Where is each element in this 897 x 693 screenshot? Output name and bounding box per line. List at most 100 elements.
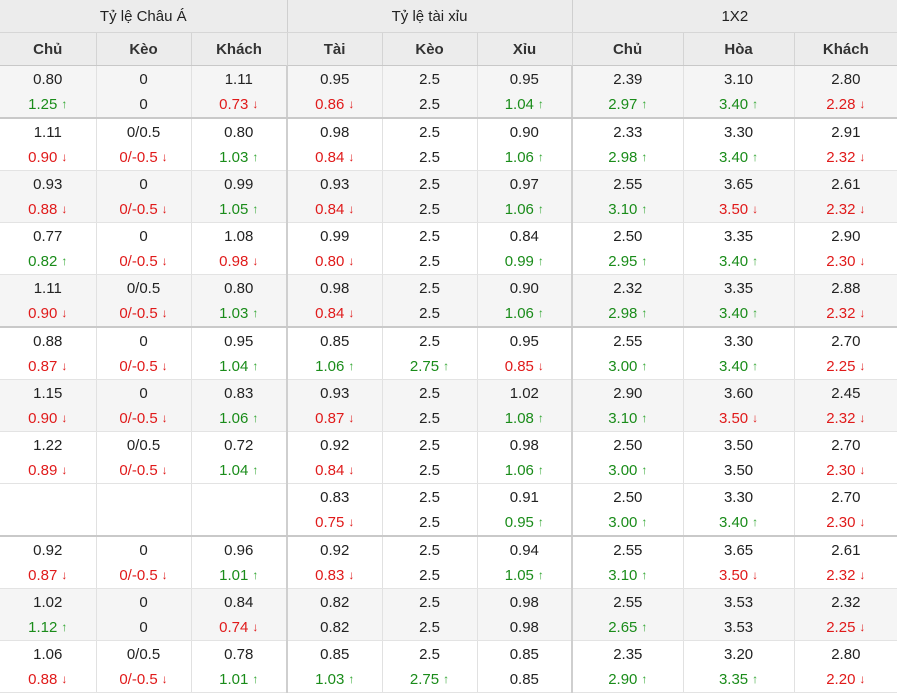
header-group-row: Tỷ lệ Châu Á Tỷ lệ tài xỉu 1X2 bbox=[0, 0, 897, 33]
arrow-up-icon: ↑ bbox=[752, 515, 759, 529]
live-odds-cell: 2.5 bbox=[382, 145, 478, 171]
arrow-up-icon: ↑ bbox=[641, 672, 648, 686]
live-odds-cell: 3.50 ↓ bbox=[683, 197, 795, 223]
live-odds-cell: 2.5 bbox=[382, 301, 478, 328]
arrow-up-icon: ↑ bbox=[641, 411, 648, 425]
arrow-up-icon: ↑ bbox=[752, 359, 759, 373]
arrow-down-icon: ↓ bbox=[859, 411, 866, 425]
odds-value: 1.06 bbox=[504, 201, 534, 218]
odds-value: 0.85 bbox=[504, 358, 534, 375]
odds-value: 2.30 bbox=[826, 462, 856, 479]
live-odds-cell: 3.00 ↑ bbox=[572, 354, 684, 380]
live-odds-cell: 2.5 bbox=[382, 510, 478, 537]
opening-odds-cell: 0.98 bbox=[287, 118, 383, 145]
live-odds-cell: 1.04 ↑ bbox=[191, 354, 289, 380]
odds-value: 1.25 bbox=[28, 96, 58, 113]
opening-odds-cell: 0.82 bbox=[287, 588, 383, 615]
opening-odds-cell: 2.32 bbox=[572, 274, 684, 301]
arrow-up-icon: ↑ bbox=[537, 97, 544, 111]
odds-value: 3.53 bbox=[723, 618, 754, 636]
opening-odds-cell: 3.65 bbox=[683, 170, 795, 197]
arrow-up-icon: ↑ bbox=[752, 97, 759, 111]
opening-odds-cell: 2.5 bbox=[382, 483, 478, 510]
odds-value: 3.40 bbox=[718, 514, 749, 531]
arrow-down-icon: ↓ bbox=[252, 97, 259, 111]
live-odds-cell: 0.90 ↓ bbox=[0, 145, 97, 171]
live-odds-cell: 0.80 ↓ bbox=[287, 249, 383, 275]
odds-value: 0.90 bbox=[28, 149, 58, 166]
arrow-down-icon: ↓ bbox=[859, 97, 866, 111]
arrow-down-icon: ↓ bbox=[537, 359, 544, 373]
opening-odds-cell: 0 bbox=[96, 536, 192, 563]
arrow-up-icon: ↑ bbox=[252, 672, 259, 686]
live-odds-cell: 0.82 ↑ bbox=[0, 249, 97, 275]
odds-value: 2.32 bbox=[826, 305, 856, 322]
live-odds-cell: 0/-0.5 ↓ bbox=[96, 197, 192, 223]
live-odds-cell: 1.06 ↑ bbox=[477, 145, 574, 171]
arrow-down-icon: ↓ bbox=[348, 463, 355, 477]
odds-value: 3.10 bbox=[608, 410, 638, 427]
live-odds-cell: 0.88 ↓ bbox=[0, 197, 97, 223]
odds-value: 2.25 bbox=[826, 358, 856, 375]
opening-odds-cell: 0.99 bbox=[191, 170, 289, 197]
live-odds-cell: 2.5 bbox=[382, 615, 478, 641]
live-odds-cell: 1.25 ↑ bbox=[0, 92, 97, 119]
odds-value: 2.5 bbox=[419, 461, 440, 479]
live-odds-cell: 0/-0.5 ↓ bbox=[96, 563, 192, 589]
opening-odds-cell: 0.83 bbox=[287, 483, 383, 510]
live-odds-cell: 0.88 ↓ bbox=[0, 667, 97, 693]
arrow-down-icon: ↓ bbox=[161, 150, 168, 164]
odds-value: 3.00 bbox=[608, 462, 638, 479]
odds-value: 0.73 bbox=[219, 96, 249, 113]
odds-value: 0/-0.5 bbox=[119, 410, 158, 427]
odds-row-live: 0.90 ↓ 0/-0.5 ↓ 1.03 ↑ 0.84 ↓ 2.5 1.06 ↑ 2.98 ↑ 3.40 ↑… bbox=[0, 301, 897, 328]
opening-odds-cell: 2.70 bbox=[831, 436, 861, 454]
odds-value: 0.83 bbox=[315, 567, 345, 584]
opening-odds-cell: 1.06 bbox=[0, 640, 97, 667]
live-odds-cell: 2.32 ↓ bbox=[794, 197, 897, 223]
col-ah-home: Chủ bbox=[0, 32, 97, 66]
odds-value: 1.05 bbox=[219, 201, 249, 218]
odds-value: 1.06 bbox=[504, 305, 534, 322]
live-odds-cell: 3.50 bbox=[683, 458, 795, 484]
arrow-up-icon: ↑ bbox=[537, 150, 544, 164]
opening-odds-cell: 0.85 bbox=[287, 327, 383, 354]
odds-value: 1.04 bbox=[219, 462, 249, 479]
arrow-down-icon: ↓ bbox=[161, 306, 168, 320]
opening-odds-cell: 2.61 bbox=[794, 170, 897, 197]
opening-odds-cell: 2.50 bbox=[572, 483, 684, 510]
odds-value: 0.74 bbox=[219, 619, 249, 636]
opening-odds-cell: 3.10 bbox=[683, 65, 795, 92]
arrow-down-icon: ↓ bbox=[859, 254, 866, 268]
opening-odds-cell: 0.78 bbox=[191, 640, 289, 667]
opening-odds-cell: 2.70 bbox=[831, 488, 861, 506]
col-ah-away: Khách bbox=[191, 32, 288, 66]
odds-value: 3.35 bbox=[718, 671, 749, 688]
arrow-down-icon: ↓ bbox=[161, 463, 168, 477]
arrow-down-icon: ↓ bbox=[752, 202, 759, 216]
opening-odds-cell: 2.91 bbox=[831, 123, 861, 141]
opening-odds-cell: 0.80 bbox=[191, 118, 289, 145]
arrow-up-icon: ↑ bbox=[537, 568, 544, 582]
odds-value: 0/-0.5 bbox=[119, 253, 158, 270]
odds-value: 3.00 bbox=[608, 514, 638, 531]
arrow-down-icon: ↓ bbox=[859, 463, 866, 477]
odds-row-live: 0.75 ↓ 2.5 0.95 ↑ 3.00 ↑ 3.40 ↑ 2.30 ↓ bbox=[0, 510, 897, 537]
arrow-down-icon: ↓ bbox=[348, 306, 355, 320]
odds-value: 0.99 bbox=[504, 253, 534, 270]
odds-value: 3.40 bbox=[718, 96, 749, 113]
live-odds-cell: 3.00 ↑ bbox=[572, 458, 684, 484]
arrow-down-icon: ↓ bbox=[61, 359, 68, 373]
live-odds-cell: 0.85 ↓ bbox=[477, 354, 574, 380]
col-ah-line: Kèo bbox=[96, 32, 192, 66]
opening-odds-cell: 2.35 bbox=[572, 640, 684, 667]
odds-value: 0.75 bbox=[315, 514, 345, 531]
arrow-down-icon: ↓ bbox=[859, 620, 866, 634]
odds-row-live: 1.12 ↑ 0 0.74 ↓ 0.82 2.5 0.98 2.65 ↑ 3.53 2.25 ↓ bbox=[0, 615, 897, 641]
live-odds-cell: 2.30 ↓ bbox=[794, 458, 897, 484]
odds-value: 1.04 bbox=[504, 96, 534, 113]
odds-value: 0.90 bbox=[28, 410, 58, 427]
live-odds-cell bbox=[191, 510, 289, 537]
col-1x2-away: Khách bbox=[794, 32, 897, 66]
arrow-down-icon: ↓ bbox=[348, 568, 355, 582]
